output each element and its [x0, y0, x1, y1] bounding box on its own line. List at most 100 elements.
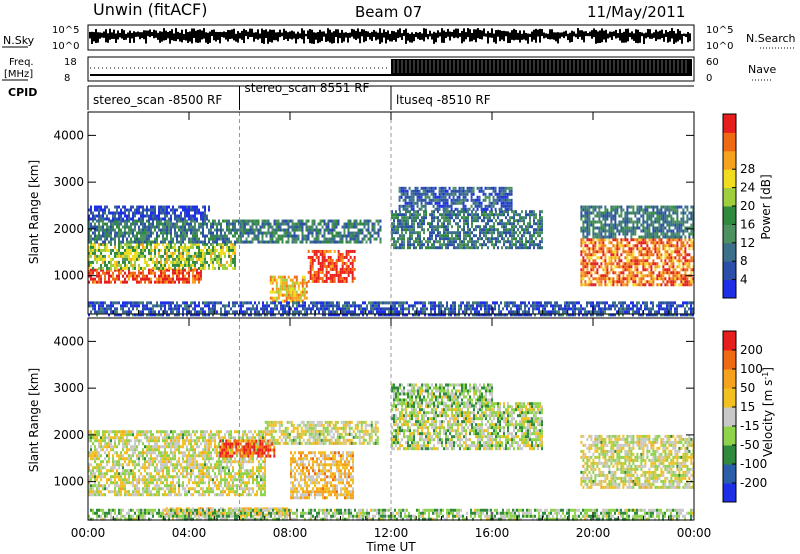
heatmap-cell [626, 280, 629, 284]
heatmap-cell [172, 310, 174, 314]
heatmap-cell [399, 246, 401, 250]
heatmap-cell [608, 211, 611, 215]
heatmap-cell [210, 225, 212, 229]
heatmap-cell [218, 237, 220, 241]
heatmap-cell [170, 219, 172, 223]
heatmap-cell [666, 268, 669, 272]
heatmap-cell [594, 283, 597, 287]
heatmap-cell [347, 270, 350, 274]
heatmap-cell [650, 211, 653, 215]
heatmap-cell [459, 219, 461, 223]
heatmap-cell [232, 301, 234, 305]
heatmap-cell [234, 248, 236, 252]
heatmap-cell [634, 214, 637, 218]
heatmap-cell [194, 310, 196, 314]
heatmap-cell [261, 237, 264, 241]
heatmap-cell [92, 248, 94, 252]
heatmap-cell [92, 304, 94, 308]
heatmap-cell [281, 278, 284, 282]
heatmap-cell [660, 226, 663, 230]
heatmap-cell [363, 225, 366, 229]
heatmap-cell [116, 301, 118, 305]
heatmap-cell [614, 271, 617, 275]
heatmap-cell [444, 198, 447, 202]
heatmap-cell [124, 263, 126, 267]
heatmap-cell [325, 240, 328, 244]
heatmap-cell [206, 248, 208, 252]
heatmap-cell [668, 220, 671, 224]
heatmap-cell [440, 198, 443, 202]
heatmap-cell [303, 296, 306, 300]
heatmap-cell [447, 216, 449, 220]
heatmap-cell [293, 231, 296, 235]
heatmap-cell [90, 254, 92, 258]
heatmap-cell [654, 250, 657, 254]
heatmap-cell [100, 263, 102, 267]
heatmap-cell [594, 220, 597, 224]
heatmap-cell [355, 234, 358, 238]
heatmap-cell [357, 234, 360, 238]
heatmap-cell [445, 225, 447, 229]
heatmap-cell [134, 234, 136, 238]
heatmap-cell [493, 246, 495, 250]
heatmap-cell [438, 198, 441, 202]
heatmap-cell [331, 225, 334, 229]
heatmap-cell [469, 246, 471, 250]
heatmap-cell [214, 310, 216, 314]
heatmap-cell [656, 262, 659, 266]
heatmap-cell [126, 313, 128, 317]
heatmap-cell [234, 251, 236, 255]
heatmap-cell [464, 189, 467, 193]
heatmap-cell [517, 219, 519, 223]
heatmap-cell [349, 219, 352, 223]
heatmap-cell [98, 310, 100, 314]
heatmap-cell [648, 253, 651, 257]
heatmap-cell [678, 256, 681, 260]
heatmap-cell [164, 257, 166, 261]
heatmap-cell [690, 238, 693, 242]
heatmap-cell [150, 271, 152, 275]
heatmap-cell [402, 189, 405, 193]
heatmap-cell [429, 213, 431, 217]
heatmap-cell [301, 287, 304, 291]
heatmap-cell [264, 307, 266, 311]
heatmap-cell [210, 310, 212, 314]
heatmap-cell [104, 301, 106, 305]
heatmap-cell [586, 226, 589, 230]
heatmap-cell [204, 310, 206, 314]
heatmap-cell [182, 257, 184, 261]
heatmap-cell [604, 238, 607, 242]
heatmap-cell [676, 211, 679, 215]
heatmap-cell [118, 301, 120, 305]
heatmap-cell [224, 254, 226, 258]
heatmap-cell [672, 244, 675, 248]
heatmap-cell [206, 222, 208, 226]
heatmap-cell [469, 237, 471, 241]
heatmap-cell [616, 229, 619, 233]
heatmap-cell [680, 277, 683, 281]
heatmap-cell [194, 268, 196, 272]
heatmap-cell [152, 248, 154, 252]
heatmap-cell [214, 304, 216, 308]
heatmap-cell [451, 210, 453, 214]
heatmap-cell [624, 277, 627, 281]
heatmap-cell [331, 240, 334, 244]
heatmap-cell [196, 257, 198, 261]
heatmap-cell [461, 210, 463, 214]
heatmap-cell [626, 238, 629, 242]
heatmap-cell [301, 284, 304, 288]
heatmap-cell [484, 198, 487, 202]
heatmap-cell [584, 208, 587, 212]
heatmap-cell [678, 283, 681, 287]
heatmap-cell [580, 211, 583, 215]
heatmap-cell [373, 231, 376, 235]
heatmap-cell [134, 301, 136, 305]
heatmap-cell [400, 186, 403, 190]
heatmap-cell [467, 210, 469, 214]
heatmap-cell [666, 244, 669, 248]
heatmap-cell [670, 217, 673, 221]
heatmap-cell [198, 254, 200, 258]
heatmap-cell [684, 226, 687, 230]
heatmap-cell [160, 271, 162, 275]
heatmap-cell [228, 251, 230, 255]
